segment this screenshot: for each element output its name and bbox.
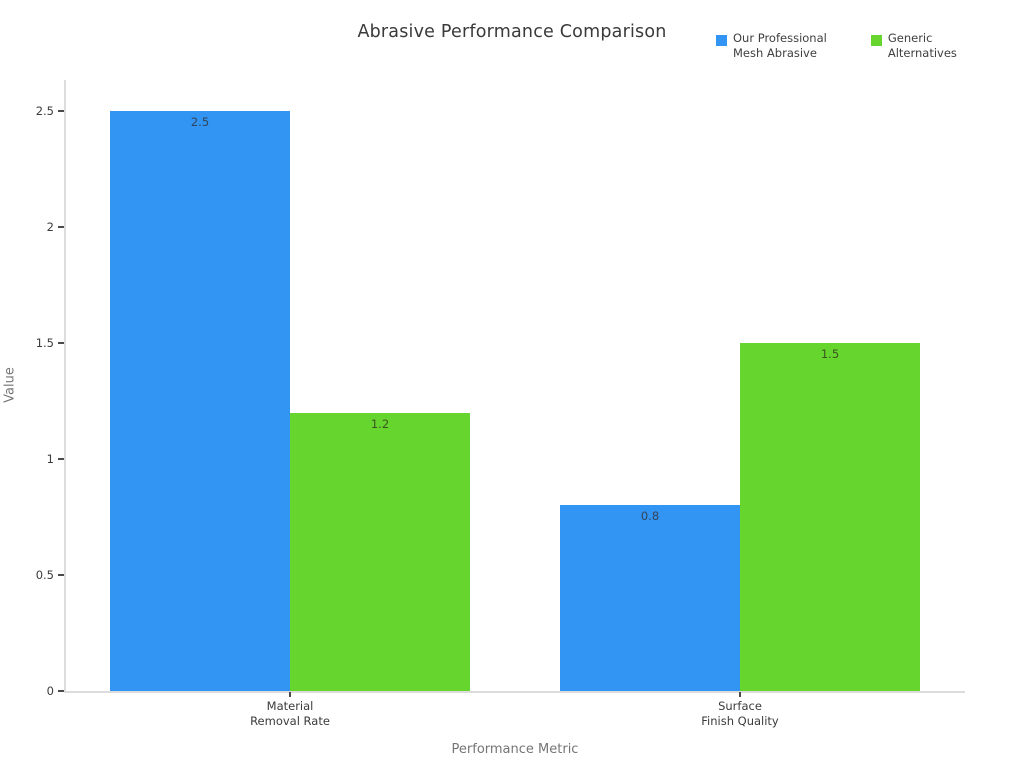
y-tick-mark [58, 342, 64, 344]
legend-entry-1[interactable]: Generic Alternatives [870, 31, 957, 60]
y-tick-mark [58, 690, 64, 692]
y-tick-label: 0.5 [35, 568, 54, 582]
y-tick-label: 1.5 [35, 336, 54, 350]
x-tick-label: Surface Finish Quality [701, 699, 779, 728]
bar-generic-alternatives-0: 1.2 [290, 412, 470, 691]
x-tick-mark [289, 692, 291, 697]
bar-our-professional-mesh-abrasive-1: 0.8 [560, 505, 740, 691]
bar-our-professional-mesh-abrasive-0: 2.5 [110, 111, 290, 691]
y-tick-label: 1 [46, 452, 54, 466]
x-axis-title: Performance Metric [451, 742, 579, 757]
y-tick-mark [58, 226, 64, 228]
legend-swatch-icon [870, 35, 882, 46]
y-tick-mark [58, 110, 64, 112]
y-tick-label: 0 [46, 684, 54, 698]
chart-title: Abrasive Performance Comparison [357, 22, 667, 42]
bar-value-label: 0.8 [640, 509, 660, 524]
legend-label: Generic Alternatives [887, 31, 957, 60]
y-tick-mark [58, 458, 64, 460]
legend-entry-0[interactable]: Our Professional Mesh Abrasive [716, 31, 827, 60]
legend-label: Our Professional Mesh Abrasive [733, 31, 827, 60]
legend: Our Professional Mesh Abrasive Generic Al… [716, 31, 957, 60]
y-axis-title: Value [2, 367, 18, 403]
x-tick-label: Material Removal Rate [250, 699, 330, 728]
y-tick-mark [58, 574, 64, 576]
bar-generic-alternatives-1: 1.5 [740, 343, 920, 691]
y-tick-label: 2.5 [35, 104, 54, 118]
y-axis-line [64, 80, 66, 692]
x-axis-line [64, 691, 965, 693]
legend-swatch-icon [716, 35, 727, 46]
bar-value-label: 1.5 [820, 347, 840, 361]
x-tick-mark [739, 692, 741, 697]
bar-value-label: 1.2 [370, 416, 390, 431]
bar-value-label: 2.5 [190, 115, 210, 129]
y-tick-label: 2 [46, 220, 54, 234]
